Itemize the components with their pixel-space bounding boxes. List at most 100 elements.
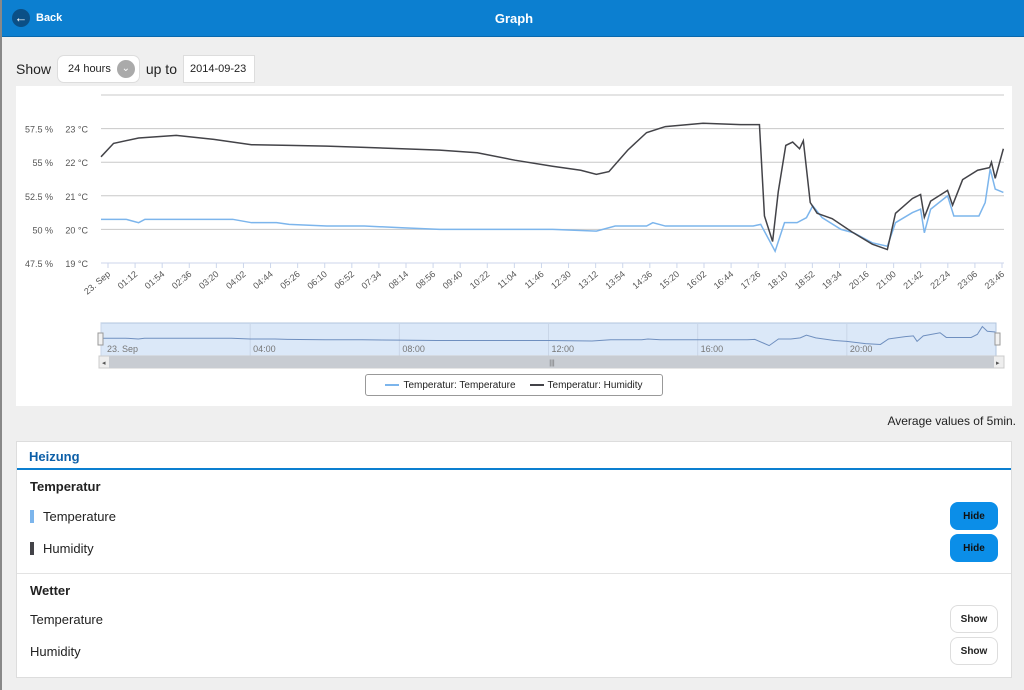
x-tick-label: 18:52 [793,269,817,291]
navigator-tick-label: 20:00 [850,344,873,354]
scrollbar-grip-icon: ||| [549,360,555,367]
panel-title: Heizung [17,442,1011,470]
show-label: Show [16,61,52,77]
x-tick-label: 23:46 [983,269,1007,291]
scroll-right-arrow-icon: ▸ [996,360,1000,367]
series-row: Humidity Hide [30,533,998,563]
series-label: Humidity [30,643,81,659]
x-tick-label: 03:20 [197,269,221,291]
legend-label: Temperatur: Temperature [403,379,516,391]
x-tick-label: 18:10 [766,269,790,291]
x-tick-label: 08:56 [414,269,438,291]
navigator-tick-label: 23. Sep [107,344,138,354]
y-tick-label-temp: 20 °C [65,225,88,235]
group-title: Temperatur [30,479,101,494]
series-humidity-line [100,122,1005,251]
x-tick-label: 11:46 [523,269,546,291]
up-to-label: up to [145,61,177,77]
x-tick-label: 01:54 [143,269,167,291]
navigator-series-line [101,325,996,347]
y-tick-label-temp: 23 °C [65,125,88,135]
series-label: Humidity [43,540,94,556]
y-tick-label-humidity: 55 % [32,158,53,168]
x-tick-label: 08:14 [387,269,411,291]
y-tick-label-temp: 19 °C [65,259,88,269]
hide-button[interactable]: Hide [950,534,998,562]
range-controls: Show 24 hours ⌄ up to 2014-09-23 [16,55,255,83]
y-tick-label-humidity: 52.5 % [25,192,53,202]
back-label: Back [36,12,63,24]
series-row: Temperature Show [30,604,998,634]
arrow-left-icon: ← [12,9,30,27]
group-title: Wetter [30,583,71,598]
y-tick-label-temp: 21 °C [65,192,88,202]
x-tick-label: 02:36 [170,269,194,291]
series-temperature-line [101,168,1004,254]
legend-item-humidity[interactable]: Temperatur: Humidity [529,379,643,391]
chevron-down-icon: ⌄ [116,60,135,78]
legend-swatch [385,383,400,386]
x-tick-label: 19:34 [820,269,844,291]
legend-item-temperature[interactable]: Temperatur: Temperature [385,379,516,391]
chart-legend: Temperatur: Temperature Temperatur: Humi… [365,374,663,396]
x-tick-label: 13:54 [603,269,627,291]
series-label: Temperature [43,508,116,524]
color-marker [30,541,34,555]
y-tick-label-humidity: 57.5 % [25,125,53,135]
x-tick-label: 10:22 [468,269,492,291]
x-tick-label: 20:16 [847,269,871,291]
divider [17,573,1011,574]
x-tick-label: 12:30 [549,269,573,291]
header-bar: ← Back Graph [2,0,1024,37]
scroll-left-arrow-icon: ◂ [102,360,106,367]
x-tick-label: 16:44 [712,269,736,291]
x-tick-label: 17:26 [739,269,763,291]
x-tick-label: 22:24 [928,269,952,291]
x-tick-label: 09:40 [441,269,465,291]
page-title: Graph [494,11,534,26]
y-tick-label-humidity: 47.5 % [25,259,53,269]
x-tick-label: 14:36 [630,269,654,291]
x-tick-label: 13:12 [576,269,600,291]
series-row: Humidity Show [30,636,998,666]
x-tick-label: 06:52 [332,269,356,291]
x-tick-label: 15:20 [658,269,682,291]
y-tick-label-temp: 22 °C [65,158,88,168]
x-tick-label: 16:02 [685,269,709,291]
navigator-tick-label: 04:00 [253,344,276,354]
range-select[interactable]: 24 hours ⌄ [57,55,140,83]
chart-container: 19 °C 20 °C 21 °C 22 °C 23 °C 47.5 % 50 % 52.5 … [16,86,1012,406]
line-chart: 19 °C 20 °C 21 °C 22 °C 23 °C 47.5 % 50 % 52.5 … [25,94,1007,369]
hide-button[interactable]: Hide [950,502,998,530]
y-tick-label-humidity: 50 % [32,225,53,235]
legend-label: Temperatur: Humidity [547,379,643,391]
series-row: Temperature Hide [30,501,998,531]
x-tick-label: 23. Sep [82,269,112,297]
x-tick-label: 21:00 [874,269,898,291]
navigator-handle-right [994,332,1001,346]
x-tick-label: 01:12 [116,269,140,291]
navigator-handle-left [97,332,104,346]
x-tick-label: 07:34 [360,269,384,291]
show-button[interactable]: Show [950,605,998,633]
x-tick-label: 23:06 [956,269,980,291]
average-note: Average values of 5min. [887,414,1016,428]
color-marker [30,509,34,523]
navigator-tick-label: 12:00 [552,344,575,354]
x-tick-label: 04:44 [251,269,275,291]
series-panel: Heizung Temperatur Temperature Hide Humid… [16,441,1012,678]
date-input[interactable]: 2014-09-23 [182,55,255,83]
x-tick-label: 21:42 [901,269,925,291]
x-tick-label: 06:10 [305,269,329,291]
x-tick-label: 04:02 [224,269,248,291]
series-label: Temperature [30,611,103,627]
navigator-tick-label: 16:00 [701,344,724,354]
back-button[interactable]: ← Back [12,9,62,27]
scrollbar-thumb [109,356,994,368]
show-button[interactable]: Show [950,637,998,665]
range-value: 24 hours [68,63,111,75]
legend-swatch [529,383,544,386]
x-tick-label: 05:26 [278,269,302,291]
navigator-tick-label: 08:00 [402,344,425,354]
x-tick-label: 11:04 [495,269,518,291]
